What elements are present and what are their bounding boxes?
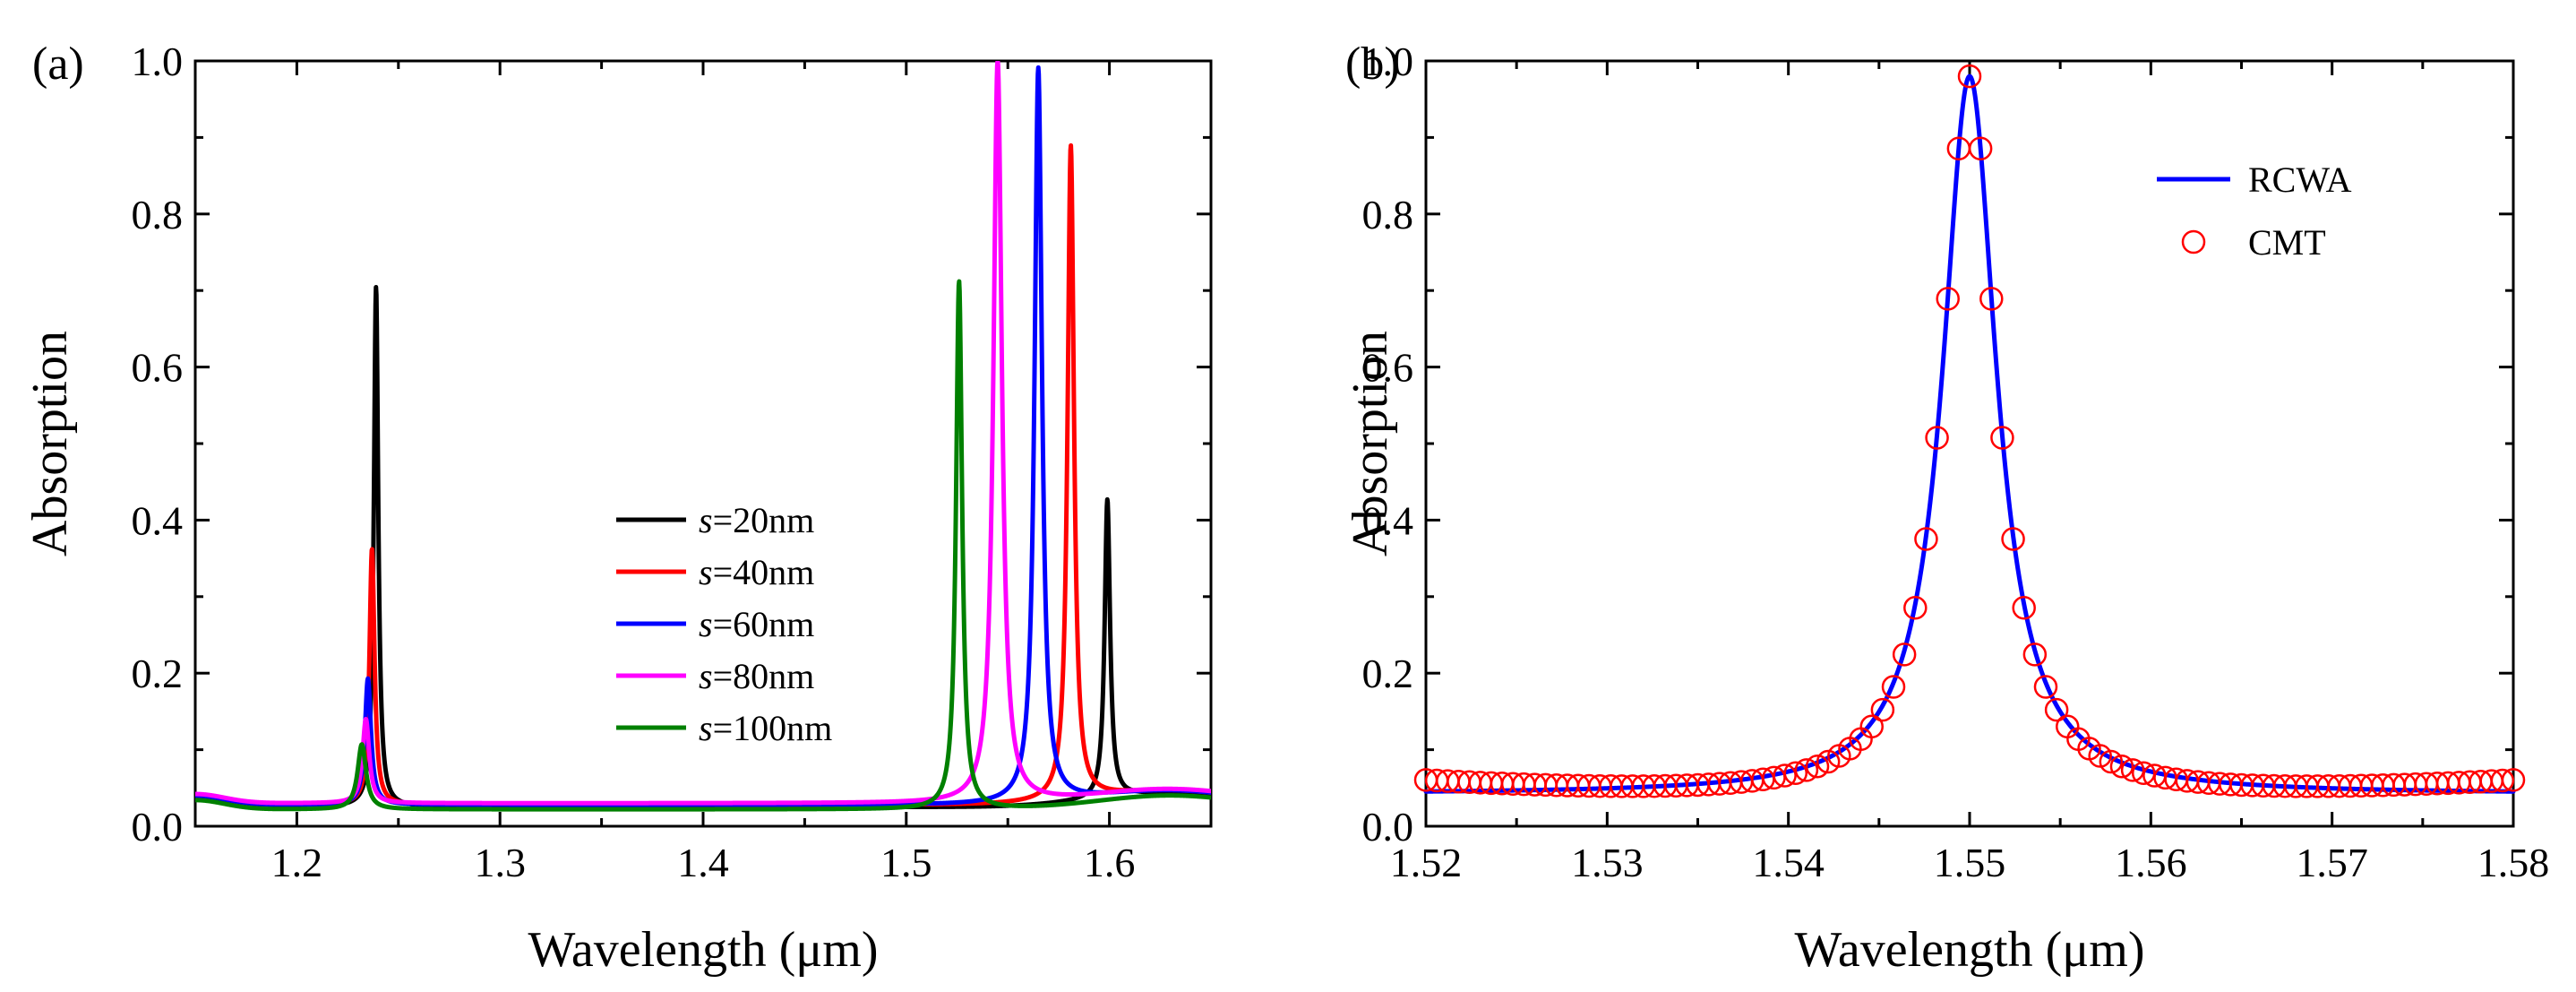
legend-label: s=80nm: [699, 656, 814, 696]
y-tick-label: 1.0: [132, 39, 184, 84]
y-tick-label: 1.0: [1362, 39, 1414, 84]
legend-label-rcwa: RCWA: [2248, 160, 2352, 200]
cmt-marker: [2001, 527, 2025, 551]
cmt-marker: [2109, 754, 2134, 779]
x-tick-label: 1.57: [2296, 840, 2368, 885]
y-tick-label: 0.0: [132, 804, 184, 850]
panel-a-absorption-spectra: 1.2 1.3 1.4 1.5 1.6 0.0 0.2 0.4 0.6 0.8 1.0 Wavelen…: [22, 39, 1213, 978]
cmt-marker: [2088, 744, 2112, 768]
series-group: [195, 61, 1211, 812]
x-tick-label: 1.4: [677, 840, 729, 885]
cmt-marker: [1794, 758, 1819, 782]
cmt-marker: [2022, 643, 2048, 667]
y-axis-title: Absorption: [22, 331, 78, 556]
legend-label: s=60nm: [699, 604, 814, 644]
cmt-marker: [2120, 758, 2145, 782]
cmt-marker: [1783, 761, 1808, 786]
cmt-marker: [2044, 697, 2069, 722]
x-tick-label: 1.2: [271, 840, 323, 885]
x-tick-label: 1.56: [2115, 840, 2187, 885]
x-tick-label: 1.58: [2477, 840, 2550, 885]
cmt-marker: [2033, 675, 2058, 699]
cmt-marker: [2501, 768, 2526, 792]
cmt-marker: [1870, 697, 1895, 722]
series-line-40nm: [195, 142, 1211, 807]
y-tick-label: 0.4: [132, 497, 184, 543]
cmt-marker: [1816, 749, 1841, 774]
cmt-marker: [2012, 596, 2036, 620]
y-tick-label: 0.2: [1362, 651, 1414, 696]
x-tick-label: 1.53: [1571, 840, 1644, 885]
cmt-marker: [1936, 287, 1960, 311]
series-group: [1413, 64, 2526, 798]
y-tick-label: 0.6: [1362, 345, 1414, 391]
cmt-marker: [1968, 136, 1993, 161]
x-axis-title: Wavelength (μm): [1795, 922, 2145, 978]
cmt-marker: [1859, 714, 1884, 739]
x-tick-label: 1.3: [474, 840, 526, 885]
y-tick-label: 0.6: [132, 345, 184, 391]
y-axis-title: Absorption: [1343, 331, 1398, 556]
series-line-80nm: [195, 61, 1211, 806]
rcwa-line: [1423, 73, 2516, 794]
cmt-marker: [1881, 675, 1906, 699]
legend-label: s=40nm: [699, 552, 814, 592]
cmt-marker: [1903, 596, 1928, 620]
cmt-marker: [2490, 768, 2515, 793]
x-tick-label: 1.55: [1934, 840, 2006, 885]
y-tick-label: 0.8: [132, 192, 184, 237]
cmt-marker: [1762, 765, 1786, 790]
legend-label: s=20nm: [699, 500, 814, 540]
y-tick-label: 0.4: [1362, 497, 1414, 543]
panel-b-rcwa-cmt-comparison: 1.52 1.53 1.54 1.55 1.56 1.57 1.58 0.0 0.2 0.4 0.6…: [1343, 39, 2549, 978]
cmt-marker: [1914, 527, 1938, 551]
cmt-marker: [1773, 763, 1797, 788]
cmt-marker: [1892, 643, 1917, 667]
cmt-marker: [2131, 761, 2156, 786]
x-tick-label: 1.6: [1084, 840, 1136, 885]
x-tick-label: 1.54: [1752, 840, 1825, 885]
panel-label: (a): [32, 39, 84, 90]
cmt-marker: [1990, 426, 2014, 450]
legend-label-cmt: CMT: [2248, 222, 2326, 263]
y-tick-label: 0.8: [1362, 192, 1414, 237]
x-axis-title: Wavelength (μm): [528, 922, 879, 978]
legend: RCWA CMT: [2157, 160, 2352, 263]
legend-swatch-cmt: [2181, 229, 2206, 254]
y-tick-label: 0.2: [132, 651, 184, 696]
panel-label: (b): [1345, 39, 1400, 90]
legend: s=20nm s=40nm s=60nm s=80nm s=100nm: [616, 500, 832, 748]
x-tick-label: 1.52: [1390, 840, 1463, 885]
x-tick-label: 1.5: [880, 840, 932, 885]
cmt-marker: [1957, 64, 1982, 89]
series-line-100nm: [195, 279, 1211, 812]
y-tick-label: 0.0: [1362, 804, 1414, 850]
cmt-marker: [1979, 287, 2004, 311]
cmt-marker: [1805, 754, 1830, 779]
legend-label: s=100nm: [699, 708, 832, 748]
cmt-marker: [1925, 426, 1949, 450]
cmt-marker: [2099, 749, 2124, 774]
